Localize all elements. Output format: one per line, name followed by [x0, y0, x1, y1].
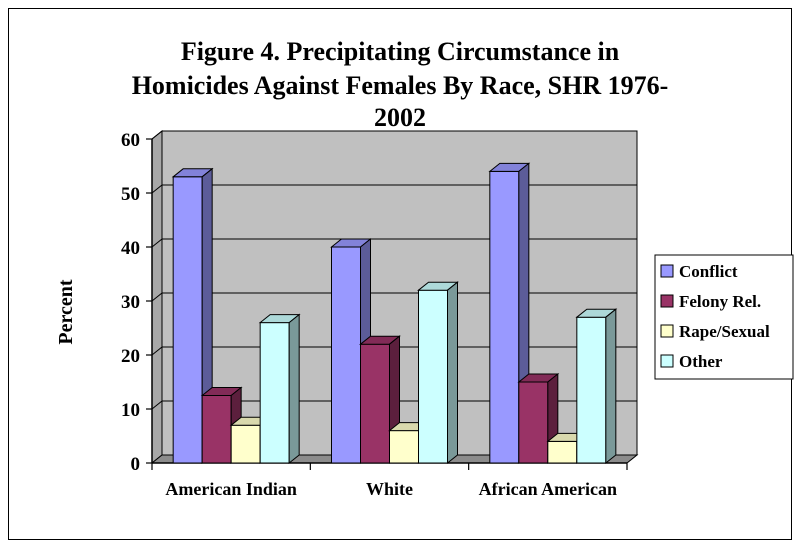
legend-swatch [660, 354, 674, 368]
chart-title-line-1: Figure 4. Precipitating Circumstance in [181, 37, 620, 66]
gridline [151, 130, 637, 140]
bar-side [605, 308, 617, 465]
gridline [151, 400, 637, 410]
bar [258, 313, 301, 465]
y-tick-label: 50 [121, 184, 140, 205]
legend-label: Conflict [679, 262, 738, 281]
x-category-label: American Indian [165, 479, 297, 499]
y-axis-title: Percent [55, 279, 77, 344]
y-tick-label: 0 [131, 454, 141, 475]
chart-title-line-2: Homicides Against Females By Race, SHR 1… [132, 71, 669, 100]
bar-front [331, 246, 361, 464]
bar-front [576, 316, 607, 464]
bar-front [172, 176, 203, 464]
bar [575, 308, 618, 465]
bar [417, 281, 459, 465]
x-category-label: White [366, 479, 413, 499]
bars [171, 162, 618, 465]
y-tick-labels: 0 10 20 30 40 50 60 [121, 130, 140, 475]
gridline [151, 346, 637, 356]
bar-front [201, 395, 232, 464]
x-category-label: African American [479, 479, 617, 499]
y-tick-label: 30 [121, 292, 140, 313]
legend-swatch [660, 294, 674, 308]
legend-label: Rape/Sexual [679, 322, 770, 341]
y-tick-label: 60 [121, 130, 140, 151]
bar-front [489, 170, 520, 464]
y-tick-label: 40 [121, 238, 140, 259]
legend: Conflict Felony Rel. Rape/Sexual Other [654, 254, 794, 380]
legend-box [654, 254, 794, 380]
x-category-labels: American Indian White African American [165, 479, 617, 499]
bar-front [418, 289, 448, 464]
bar-front [518, 381, 549, 464]
gridline [151, 184, 637, 194]
bar-front [360, 343, 390, 464]
bar-side [288, 313, 300, 465]
chart-title: Figure 4. Precipitating Circumstance in … [132, 37, 669, 132]
gridline [151, 238, 637, 248]
gridline [151, 292, 637, 302]
legend-swatch [660, 264, 674, 278]
bar-front [389, 430, 419, 464]
legend-label: Felony Rel. [679, 292, 761, 311]
bar-side [447, 281, 458, 465]
bar-front [230, 424, 261, 464]
y-tick-label: 20 [121, 346, 140, 367]
chart-title-line-3: 2002 [374, 103, 426, 132]
bar [171, 167, 214, 465]
y-tick-label: 10 [121, 400, 140, 421]
gridlines [146, 130, 637, 464]
bar-front [547, 440, 578, 464]
legend-label: Other [679, 352, 723, 371]
legend-swatch [660, 324, 674, 338]
bar-front [259, 322, 290, 464]
